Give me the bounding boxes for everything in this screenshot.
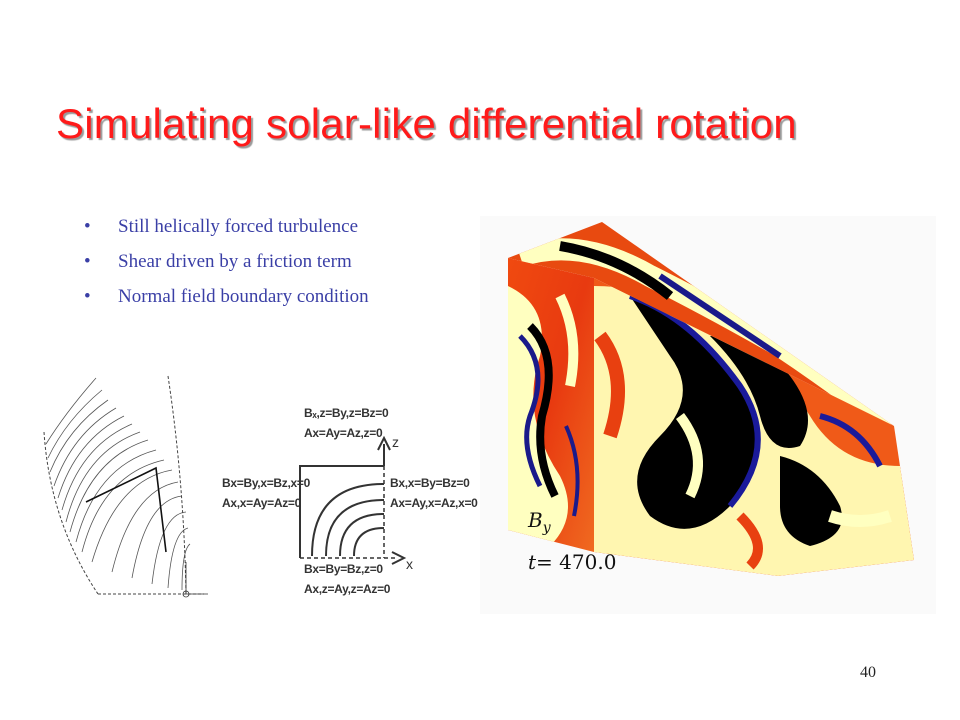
bullet-list: • Still helically forced turbulence • Shea…: [84, 216, 369, 321]
bullet-item: • Shear driven by a friction term: [84, 251, 369, 286]
axis-x-label: x: [406, 556, 413, 572]
field-subscript: y: [542, 520, 551, 536]
bullet-text: Still helically forced turbulence: [118, 216, 359, 237]
time-value: 470.0: [559, 550, 617, 574]
bc-top-line2: Ax=Ay=Az,z=0: [304, 426, 383, 440]
bc-bottom-line1: Bx=By=Bz,z=0: [304, 562, 383, 576]
bullet-dot-icon: •: [84, 216, 91, 237]
slide-title: Simulating solar-like differential rotat…: [56, 100, 797, 147]
bc-right-line2: Ax=Ay,x=Az,x=0: [390, 496, 478, 510]
bc-left-line1: Bx=By,x=Bz,x=0: [222, 476, 310, 490]
bullet-text: Normal field boundary condition: [118, 286, 369, 307]
time-symbol: t=: [528, 550, 553, 574]
simulation-box-render: [508, 222, 914, 576]
bullet-dot-icon: •: [84, 251, 91, 272]
bc-left-line2: Ax,x=Ay=Az=0: [222, 496, 302, 510]
boundary-condition-diagram: Bₓ,z=By,z=Bz=0 Ax=Ay=Az,z=0 Bx=By,x=Bz,x…: [222, 404, 478, 604]
field-label: By: [528, 508, 551, 536]
bullet-item: • Normal field boundary condition: [84, 286, 369, 321]
field-lines-diagram: [43, 375, 208, 598]
simulation-image: By t= 470.0: [480, 216, 936, 614]
bc-top-line1: Bₓ,z=By,z=Bz=0: [304, 406, 389, 420]
bullet-dot-icon: •: [84, 286, 91, 307]
axis-z-label: z: [392, 434, 399, 450]
bc-box-drawing: [299, 435, 407, 565]
time-label: t= 470.0: [528, 550, 616, 574]
bullet-text: Shear driven by a friction term: [118, 251, 352, 272]
bc-bottom-line2: Ax,z=Ay,z=Az=0: [304, 582, 391, 596]
field-symbol: B: [528, 508, 543, 532]
page-number: 40: [860, 664, 876, 681]
bc-right-line1: Bx,x=By=Bz=0: [390, 476, 470, 490]
bullet-item: • Still helically forced turbulence: [84, 216, 369, 251]
